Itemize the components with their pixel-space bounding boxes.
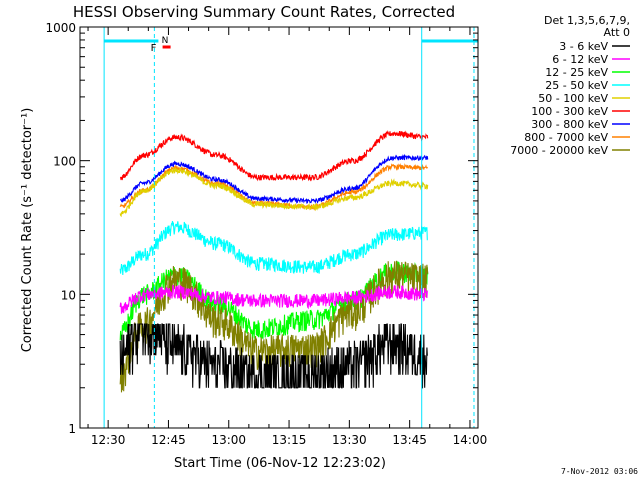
series-line-1 (119, 284, 428, 314)
series-line-0 (119, 323, 428, 389)
chart-title: HESSI Observing Summary Count Rates, Cor… (73, 3, 455, 21)
x-tick-label: 14:00 (453, 433, 488, 447)
x-axis-label: Start Time (06-Nov-12 12:23:02) (174, 456, 386, 471)
plot-area: FN (103, 27, 478, 428)
legend-label-6: 300 - 800 keV (531, 118, 608, 131)
x-tick-label: 12:45 (151, 433, 186, 447)
legend-label-3: 25 - 50 keV (545, 79, 608, 92)
y-axis-label: Corrected Count Rate (s⁻¹ detector⁻¹) (20, 108, 35, 353)
series-line-4 (119, 167, 429, 218)
legend-header-line-2: Att 0 (604, 26, 630, 39)
series-line-5 (120, 130, 429, 182)
axes: 1 10 100 1000 12:30 12:45 13:00 13:15 13:30 13:45… (45, 21, 487, 447)
y-tick-label: 100 (53, 155, 76, 169)
legend-label-7: 800 - 7000 keV (524, 131, 608, 144)
y-tick-label: 1000 (45, 21, 76, 35)
x-tick-label: 13:00 (211, 433, 246, 447)
x-tick-label: 13:15 (272, 433, 307, 447)
y-tick-label: 10 (61, 288, 76, 302)
series-line-2 (119, 261, 429, 341)
flag-n: N (162, 36, 169, 46)
x-tick-label: 13:45 (392, 433, 427, 447)
legend-label-2: 12 - 25 keV (545, 66, 608, 79)
legend-label-5: 100 - 300 keV (531, 105, 608, 118)
legend-label-1: 6 - 12 keV (552, 53, 608, 66)
x-tick-label: 13:30 (332, 433, 367, 447)
plot-frame (79, 26, 479, 429)
series-line-3 (119, 221, 428, 276)
legend-label-0: 3 - 6 keV (559, 40, 608, 53)
flag-f: F (151, 43, 157, 54)
legend-header-line-1: Det 1,3,5,6,7,9, (544, 14, 630, 27)
legend-label-4: 50 - 100 keV (538, 92, 608, 105)
x-tick-label: 12:30 (91, 433, 126, 447)
series-line-6 (119, 153, 429, 205)
y-tick-label: 1 (68, 422, 76, 436)
legend-label-8: 7000 - 20000 keV (510, 144, 608, 157)
series-line-8 (119, 260, 429, 393)
footer-timestamp: 7-Nov-2012 03:06 (561, 467, 638, 476)
